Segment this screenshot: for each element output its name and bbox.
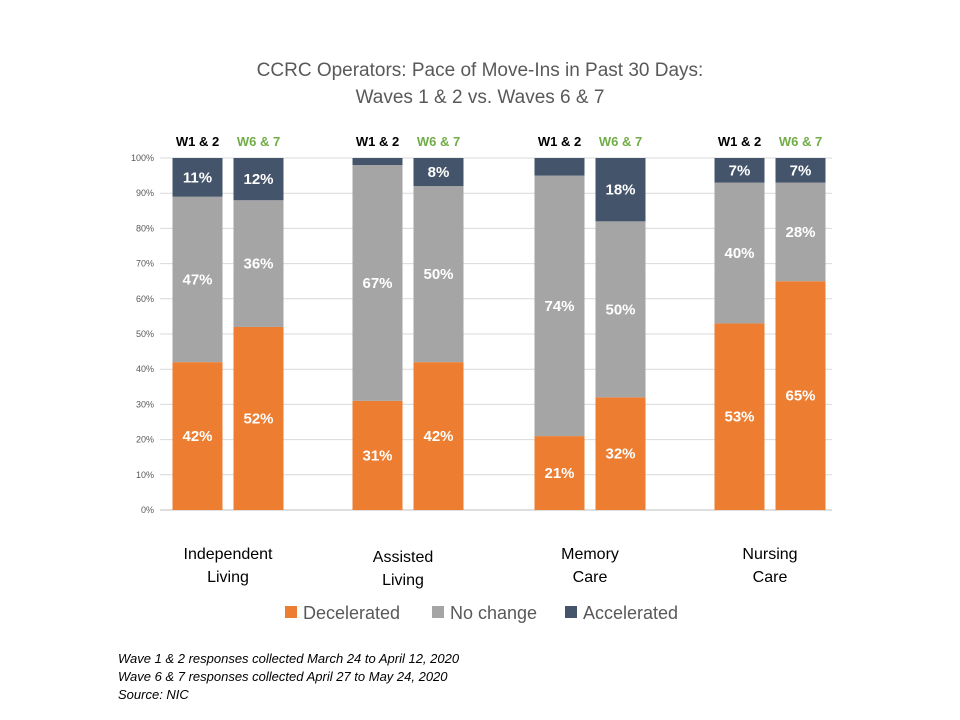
bar-segment-accelerated [352, 158, 403, 166]
y-tick-label: 40% [136, 364, 154, 374]
wave-label: W6 & 7 [779, 134, 822, 149]
footnotes: Wave 1 & 2 responses collected March 24 … [118, 650, 459, 704]
category-labels: Independent Living Assisted Living Memory Car… [184, 546, 798, 589]
legend-label: Decelerated [303, 603, 400, 623]
bar-segment-accelerated [413, 158, 464, 187]
bar-segment-decelerated [413, 362, 464, 510]
y-tick-label: 100% [131, 153, 154, 163]
legend-label: Accelerated [583, 603, 678, 623]
bar-segment-decelerated [775, 281, 826, 510]
data-label: 36% [243, 256, 273, 273]
data-label: 65% [785, 388, 815, 405]
bar-segment-accelerated [233, 158, 284, 201]
chart-title: CCRC Operators: Pace of Move-Ins in Past… [257, 60, 704, 108]
wave-label: W6 & 7 [237, 134, 280, 149]
category-label: Care [573, 569, 608, 586]
y-tick-label: 10% [136, 470, 154, 480]
data-label: 53% [724, 409, 754, 426]
bar-segment-accelerated [775, 158, 826, 183]
data-label: 40% [724, 245, 754, 262]
data-label: 42% [423, 428, 453, 445]
y-tick-label: 20% [136, 435, 154, 445]
bar-segment-decelerated [534, 436, 585, 510]
data-label: 52% [243, 410, 273, 427]
bar-segment-accelerated [534, 158, 585, 176]
bar-segment-accelerated [595, 158, 646, 222]
legend-swatch [432, 606, 444, 618]
data-label: 12% [243, 171, 273, 188]
data-label: 31% [362, 447, 392, 464]
category-label: Living [382, 572, 424, 589]
bar-segment-decelerated [233, 326, 284, 510]
footnote-source: Source: NIC [118, 687, 189, 702]
category-label: Independent [184, 546, 274, 563]
data-label: 42% [182, 428, 212, 445]
data-label: 50% [605, 301, 635, 318]
wave-label: W1 & 2 [538, 134, 581, 149]
y-tick-label: 60% [136, 294, 154, 304]
bar-segment-no-change [172, 196, 223, 363]
y-tick-label: 90% [136, 188, 154, 198]
footnote-wave-6-7: Wave 6 & 7 responses collected April 27 … [118, 669, 448, 684]
data-label: 7% [790, 162, 812, 179]
y-axis-ticks: 0% 10% 20% 30% 40% 50% 60% 70% 80% 90% 100% [131, 153, 154, 515]
y-tick-label: 80% [136, 223, 154, 233]
data-label: 11% [183, 169, 212, 186]
data-label: 67% [362, 275, 392, 292]
category-label: Memory [561, 546, 619, 563]
data-label: 28% [785, 224, 815, 241]
bar-segment-accelerated [172, 158, 223, 197]
category-label: Nursing [742, 546, 797, 563]
wave-label: W1 & 2 [718, 134, 761, 149]
y-tick-label: 50% [136, 329, 154, 339]
category-label: Living [207, 569, 249, 586]
wave-label: W1 & 2 [356, 134, 399, 149]
bar-segment-accelerated [714, 158, 765, 183]
bar-segment-no-change [775, 182, 826, 282]
data-label: 74% [544, 298, 574, 315]
y-tick-label: 30% [136, 399, 154, 409]
data-label: 18% [605, 182, 635, 199]
chart-title-line-2: Waves 1 & 2 vs. Waves 6 & 7 [356, 87, 605, 108]
data-label: 47% [182, 271, 212, 288]
wave-label: W6 & 7 [417, 134, 460, 149]
legend-swatch [285, 606, 297, 618]
bar-segment-decelerated [172, 362, 223, 510]
data-label: 7% [729, 162, 751, 179]
bar-segment-no-change [534, 175, 585, 437]
chart-title-line-1: CCRC Operators: Pace of Move-Ins in Past… [257, 60, 704, 81]
bar-segment-no-change [595, 221, 646, 398]
data-label: 50% [423, 266, 453, 283]
data-label: 8% [428, 164, 450, 181]
data-label: 21% [544, 465, 574, 482]
wave-labels: W1 & 2 W6 & 7 W1 & 2 W6 & 7 W1 & 2 W6 & 7 W1 &… [176, 134, 822, 149]
wave-label: W6 & 7 [599, 134, 642, 149]
data-label: 32% [605, 446, 635, 463]
bar-segment-no-change [233, 200, 284, 327]
bar-segment-no-change [413, 186, 464, 363]
bar-segment-no-change [714, 182, 765, 324]
bar-segment-decelerated [352, 400, 403, 510]
legend-label: No change [450, 603, 537, 623]
bar-labels: 42% 47% 11% 52% 36% 12% 31% 67% 42% 50% 8% 21% 74% 32… [182, 162, 815, 482]
bars [172, 158, 826, 510]
wave-label: W1 & 2 [176, 134, 219, 149]
bar-segment-decelerated [595, 397, 646, 510]
category-label: Assisted [373, 549, 433, 566]
legend: Decelerated No change Accelerated [285, 603, 678, 623]
footnote-wave-1-2: Wave 1 & 2 responses collected March 24 … [118, 651, 460, 666]
category-label: Care [753, 569, 788, 586]
bar-segment-no-change [352, 165, 403, 401]
y-tick-label: 70% [136, 259, 154, 269]
y-tick-label: 0% [141, 505, 154, 515]
bar-segment-decelerated [714, 323, 765, 510]
legend-swatch [565, 606, 577, 618]
